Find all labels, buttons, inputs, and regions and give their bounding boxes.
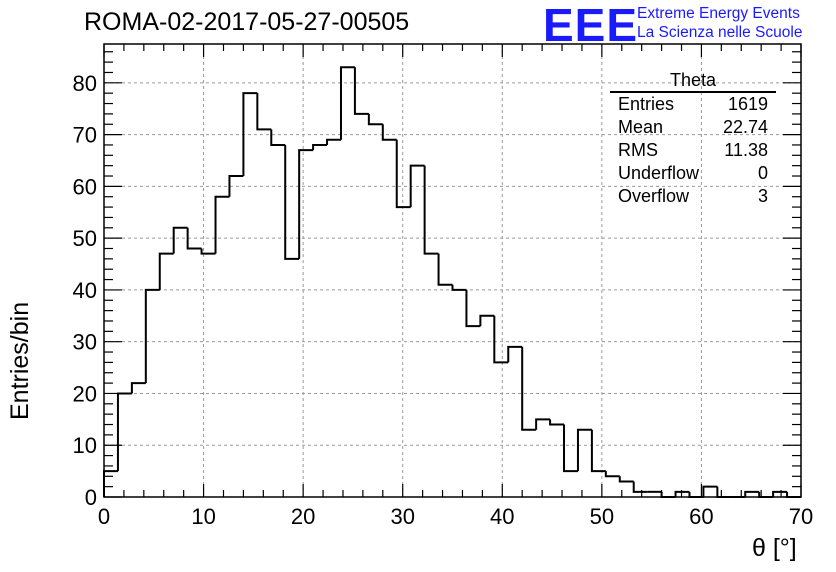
histogram-bin <box>786 491 801 498</box>
histogram-bin <box>604 471 620 478</box>
histogram-bin <box>242 92 258 177</box>
stats-value: 0 <box>757 163 768 183</box>
histogram-bin <box>702 485 718 497</box>
histogram-bin <box>158 252 174 290</box>
histogram-bin <box>507 345 523 363</box>
stats-value: 11.38 <box>724 140 768 160</box>
histogram-bin <box>660 491 676 498</box>
stats-label: Underflow <box>618 163 700 183</box>
y-tick-label: 30 <box>73 330 97 355</box>
stats-value: 22.74 <box>722 117 768 137</box>
histogram-bin <box>632 481 648 493</box>
histogram-bin <box>674 490 690 497</box>
histogram-bin <box>437 253 453 286</box>
histogram-bin <box>214 195 230 254</box>
logo-caption-line-2: La Scienza nelle Scuole <box>637 24 803 41</box>
stats-label: Entries <box>618 94 675 114</box>
y-tick-label: 40 <box>73 278 97 303</box>
histogram-bin <box>228 175 244 197</box>
stats-row-entries: Entries 1619 <box>610 93 776 116</box>
x-tick-label: 0 <box>98 504 110 529</box>
y-tick-label: 10 <box>73 433 97 458</box>
logo-caption-line-1: Extreme Energy Events <box>637 5 800 22</box>
x-axis-label: θ [°] <box>752 534 797 562</box>
y-tick-label: 20 <box>73 381 97 406</box>
histogram-bars <box>103 66 801 498</box>
histogram-bin <box>549 419 565 426</box>
histogram-bin <box>339 66 355 140</box>
histogram-bin <box>103 470 118 497</box>
histogram-bin <box>409 164 425 208</box>
histogram-bin <box>744 490 760 497</box>
histogram-bin <box>423 165 439 255</box>
stats-label: Overflow <box>618 186 690 206</box>
histogram-bin <box>479 314 495 327</box>
histogram-bin <box>200 248 216 255</box>
stats-value: 1619 <box>727 94 768 114</box>
histogram-bin <box>130 382 146 394</box>
x-tick-label: 20 <box>291 504 315 529</box>
stats-label: Mean <box>618 117 664 137</box>
stats-name: Theta <box>610 70 776 93</box>
plot-frame <box>103 43 802 498</box>
logo-caption: Extreme Energy Events La Scienza nelle S… <box>637 4 802 42</box>
histogram-bin <box>116 392 132 472</box>
histogram-bin <box>284 144 300 260</box>
y-tick-label: 60 <box>73 174 97 199</box>
histogram-bin <box>521 346 537 431</box>
histogram-bin <box>326 138 341 145</box>
stats-row-underflow: Underflow 0 <box>610 162 776 185</box>
stats-label: RMS <box>618 140 658 160</box>
axis-ticks <box>103 44 802 498</box>
histogram-bin <box>465 289 481 328</box>
y-tick-label: 0 <box>85 485 97 510</box>
chart-title: ROMA-02-2017-05-27-00505 <box>84 8 410 36</box>
stats-box: Theta Entries 1619 Mean 22.74 RMS 11.38 … <box>610 70 776 208</box>
stats-row-mean: Mean 22.74 <box>610 116 776 139</box>
histogram-bin <box>270 129 286 146</box>
histogram-bin <box>576 428 592 472</box>
y-tick-label: 80 <box>73 71 97 96</box>
x-tick-label: 10 <box>191 504 215 529</box>
x-tick-label: 50 <box>590 504 614 529</box>
histogram-bin <box>618 476 634 483</box>
histogram-bin <box>395 139 411 209</box>
stats-value: 3 <box>757 186 768 206</box>
histogram-bin <box>493 315 509 364</box>
x-tick-label: 70 <box>789 504 813 529</box>
y-tick-label: 50 <box>73 226 97 251</box>
histogram-bin <box>451 284 467 291</box>
histogram-bin <box>186 227 202 250</box>
histogram-bin <box>353 67 369 115</box>
histogram-bin <box>535 418 551 430</box>
stats-row-overflow: Overflow 3 <box>610 185 776 208</box>
y-axis-label: Entries/bin <box>6 301 34 420</box>
histogram-bin <box>256 93 272 131</box>
histogram-bin <box>772 490 788 497</box>
y-tick-label: 70 <box>73 123 97 148</box>
histogram-bin <box>172 226 188 254</box>
histogram-bin <box>381 124 397 141</box>
histogram-bin <box>298 149 314 259</box>
histogram-bin <box>563 424 578 473</box>
x-tick-label: 60 <box>689 504 713 529</box>
histogram-bin <box>144 288 160 384</box>
histogram-bin <box>716 486 732 498</box>
x-tick-label: 30 <box>390 504 414 529</box>
eee-logo: EEE <box>543 0 639 51</box>
histogram-bin <box>590 429 606 473</box>
histogram-bin <box>312 143 328 151</box>
stats-row-rms: RMS 11.38 <box>610 139 776 162</box>
histogram-bin <box>367 113 383 126</box>
x-tick-label: 40 <box>490 504 514 529</box>
